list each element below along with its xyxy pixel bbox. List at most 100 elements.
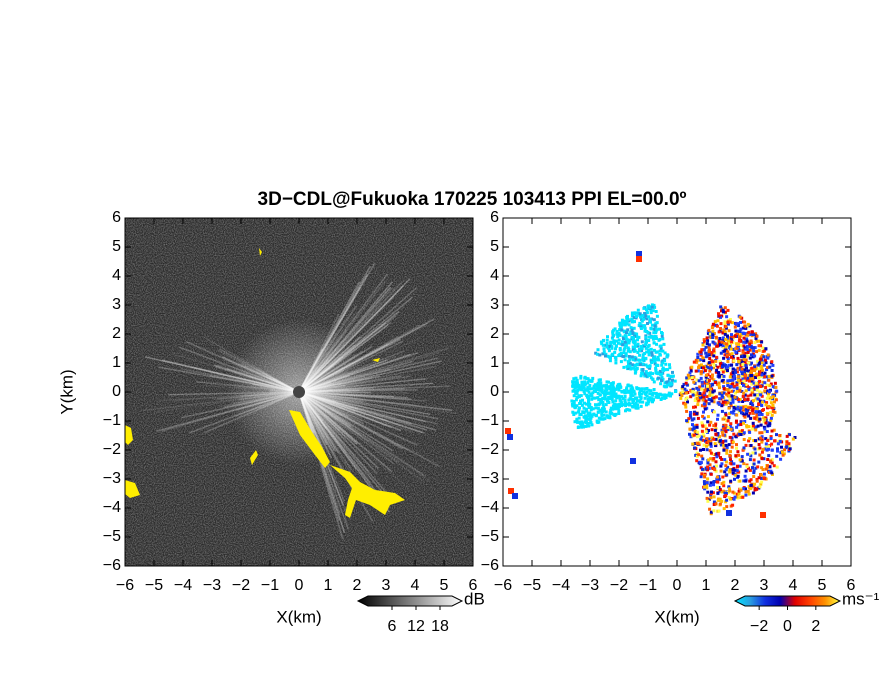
x-tick-label: 5 — [440, 577, 449, 594]
velocity-pixel — [714, 360, 717, 363]
velocity-pixel — [754, 410, 757, 413]
velocity-pixel — [641, 340, 644, 343]
velocity-pixel — [747, 362, 750, 365]
velocity-pixel — [745, 470, 748, 473]
velocity-pixel — [727, 401, 730, 404]
y-tick-label: −5 — [103, 528, 121, 545]
velocity-pixel — [655, 328, 658, 331]
velocity-pixel — [778, 434, 781, 437]
velocity-pixel — [772, 410, 775, 413]
velocity-pixel — [771, 430, 774, 433]
velocity-pixel — [674, 380, 677, 383]
velocity-pixel — [757, 425, 760, 428]
velocity-pixel — [654, 324, 657, 327]
velocity-pixel — [721, 410, 724, 413]
velocity-pixel — [722, 309, 725, 312]
velocity-pixel — [716, 492, 719, 495]
velocity-pixel — [633, 390, 636, 393]
velocity-pixel — [760, 424, 763, 427]
y-tick-label: −2 — [103, 441, 121, 458]
velocity-pixel — [750, 362, 753, 365]
velocity-pixel — [633, 350, 636, 353]
velocity-pixel — [644, 388, 647, 391]
velocity-pixel — [621, 391, 624, 394]
velocity-pixel — [741, 455, 744, 458]
velocity-pixel — [755, 382, 758, 385]
velocity-pixel — [744, 480, 747, 483]
velocity-pixel — [712, 424, 715, 427]
velocity-pixel — [631, 367, 634, 370]
velocity-pixel — [720, 352, 723, 355]
velocity-pixel — [610, 382, 613, 385]
velocity-pixel — [763, 364, 766, 367]
velocity-pixel — [681, 385, 684, 388]
velocity-pixel — [663, 385, 666, 388]
velocity-pixel — [770, 471, 773, 474]
velocity-pixel — [702, 411, 705, 414]
velocity-pixel — [736, 387, 739, 390]
velocity-pixel — [729, 458, 732, 461]
velocity-pixel — [728, 471, 731, 474]
velocity-pixel — [758, 362, 761, 365]
velocity-pixel — [612, 329, 615, 332]
title: 3D−CDL@Fukuoka 170225 103413 PPI EL=00.0… — [258, 189, 687, 210]
x-tick-label: 1 — [702, 577, 711, 594]
velocity-pixel — [726, 321, 729, 324]
velocity-pixel — [614, 413, 617, 416]
velocity-pixel — [703, 349, 706, 352]
velocity-pixel — [574, 406, 577, 409]
velocity-pixel — [665, 396, 668, 399]
velocity-pixel — [753, 459, 756, 462]
velocity-pixel — [638, 394, 641, 397]
velocity-pixel — [712, 438, 715, 441]
velocity-pixel — [630, 326, 633, 329]
velocity-pixel — [598, 417, 601, 420]
velocity-pixel — [577, 408, 580, 411]
x-axis-label: X(km) — [276, 607, 321, 626]
velocity-pixel — [752, 492, 755, 495]
y-tick-label: 4 — [112, 267, 121, 284]
velocity-pixel — [733, 385, 736, 388]
velocity-pixel — [646, 322, 649, 325]
x-axis-label: X(km) — [654, 607, 699, 626]
velocity-pixel — [670, 375, 673, 378]
velocity-pixel — [762, 355, 765, 358]
velocity-pixel — [752, 422, 755, 425]
velocity-pixel — [730, 340, 733, 343]
velocity-pixel — [703, 475, 706, 478]
velocity-pixel — [580, 381, 583, 384]
velocity-pixel — [753, 417, 756, 420]
velocity-pixel — [607, 398, 610, 401]
velocity-pixel — [739, 458, 742, 461]
velocity-pixel — [705, 445, 708, 448]
x-tick-label: −6 — [116, 577, 134, 594]
velocity-pixel — [737, 357, 740, 360]
velocity-pixel — [733, 359, 736, 362]
velocity-pixel — [715, 336, 718, 339]
velocity-pixel — [716, 418, 719, 421]
velocity-pixel — [734, 326, 737, 329]
velocity-pixel — [749, 374, 752, 377]
velocity-pixel — [756, 394, 759, 397]
velocity-pixel — [642, 307, 645, 310]
colorbar-unit: dB — [464, 589, 485, 608]
velocity-pixel — [775, 455, 778, 458]
velocity-pixel — [762, 448, 765, 451]
velocity-pixel — [718, 510, 721, 513]
velocity-pixel — [697, 388, 700, 391]
velocity-pixel — [771, 369, 774, 372]
velocity-pixel — [619, 353, 622, 356]
velocity-pixel — [768, 366, 771, 369]
y-tick-label: 1 — [112, 354, 121, 371]
velocity-pixel — [637, 387, 640, 390]
velocity-pixel — [659, 345, 662, 348]
velocity-pixel — [629, 397, 632, 400]
velocity-pixel — [748, 480, 751, 483]
velocity-pixel — [628, 333, 631, 336]
velocity-pixel — [725, 452, 728, 455]
velocity-pixel — [696, 403, 699, 406]
velocity-pixel — [636, 256, 642, 262]
velocity-pixel — [725, 424, 728, 427]
velocity-pixel — [603, 350, 606, 353]
velocity-pixel — [661, 332, 664, 335]
